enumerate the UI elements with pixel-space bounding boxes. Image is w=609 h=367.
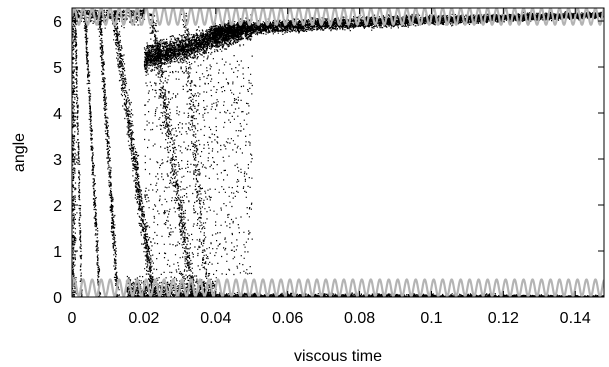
plot-area [72, 8, 604, 297]
axis-ticks: 0 0.02 0.04 0.06 0.08 0.1 0.12 0.14 0 1 2 3 4 5 6 [53, 8, 604, 327]
x-tick-label: 0.12 [488, 310, 519, 327]
y-tick-label: 2 [53, 198, 62, 215]
plot-frame [71, 7, 605, 298]
x-tick-label: 0.1 [420, 310, 442, 327]
x-tick-label: 0.04 [200, 310, 231, 327]
x-tick-label: 0 [68, 310, 77, 327]
scatter-points [72, 9, 604, 297]
y-tick-label: 4 [53, 106, 62, 123]
y-tick-label: 6 [53, 14, 62, 31]
x-tick-label: 0.14 [560, 310, 591, 327]
y-tick-label: 1 [53, 244, 62, 261]
x-tick-label: 0.02 [128, 310, 159, 327]
grey-curve-upper [72, 8, 604, 26]
x-tick-label: 0.08 [344, 310, 375, 327]
y-axis-label: angle [11, 133, 28, 172]
x-axis-label: viscous time [294, 348, 382, 365]
y-tick-label: 5 [53, 60, 62, 77]
x-tick-label: 0.06 [272, 310, 303, 327]
grey-curve-lower [72, 278, 604, 297]
y-tick-label: 0 [53, 290, 62, 307]
y-tick-label: 3 [53, 152, 62, 169]
